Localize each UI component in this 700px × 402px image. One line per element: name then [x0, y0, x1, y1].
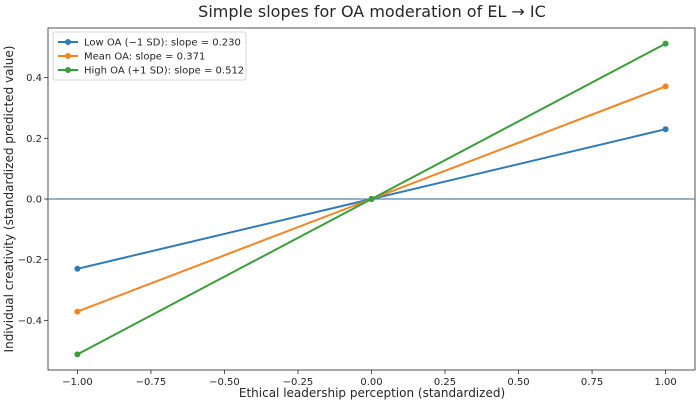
y-tick-label: 0.4 [26, 73, 42, 84]
y-axis-ticks: −0.4 −0.2 0.0 0.2 0.4 [18, 73, 48, 327]
x-tick-label: 0.00 [360, 377, 382, 388]
chart-title: Simple slopes for OA moderation of EL → … [198, 2, 546, 21]
legend-box [52, 31, 247, 81]
data-point-1-2 [662, 83, 669, 90]
data-point-0-0 [74, 265, 81, 272]
legend-label: High OA (+1 SD): slope = 0.512 [84, 66, 244, 77]
y-axis-label: Individual creativity (standardized pred… [2, 46, 16, 353]
x-tick-label: −0.25 [283, 377, 314, 388]
legend-marker-swatch [65, 39, 71, 45]
legend-item-2: High OA (+1 SD): slope = 0.512 [58, 66, 244, 77]
y-tick-label: 0.2 [26, 134, 42, 145]
series-layer [74, 40, 669, 358]
data-point-1-0 [74, 308, 81, 315]
legend: Low OA (−1 SD): slope = 0.230 Mean OA: sl… [52, 31, 247, 81]
x-tick-label: 1.00 [654, 377, 676, 388]
y-tick-label: −0.2 [18, 255, 42, 266]
x-tick-label: 0.50 [507, 377, 529, 388]
x-tick-label: −1.00 [62, 377, 93, 388]
x-tick-label: 0.75 [581, 377, 603, 388]
legend-label: Mean OA: slope = 0.371 [84, 52, 205, 63]
y-tick-label: 0.0 [26, 195, 42, 206]
x-axis-ticks: −1.00 −0.75 −0.50 −0.25 0.00 0.25 0.50 0.75 1.00 [62, 370, 677, 388]
data-point-0-2 [662, 126, 669, 133]
legend-label: Low OA (−1 SD): slope = 0.230 [84, 38, 241, 49]
x-tick-label: −0.75 [136, 377, 167, 388]
data-point-2-0 [74, 351, 81, 358]
data-point-2-1 [368, 196, 375, 202]
data-point-2-2 [662, 40, 669, 47]
legend-item-1: Mean OA: slope = 0.371 [58, 52, 205, 63]
legend-marker-swatch [65, 53, 71, 59]
legend-marker-swatch [65, 67, 71, 73]
x-tick-label: 0.25 [434, 377, 456, 388]
y-tick-label: −0.4 [18, 316, 42, 327]
x-tick-label: −0.50 [209, 377, 240, 388]
legend-item-0: Low OA (−1 SD): slope = 0.230 [58, 38, 241, 49]
series-2 [74, 40, 669, 358]
x-axis-label: Ethical leadership perception (standardi… [239, 386, 505, 400]
